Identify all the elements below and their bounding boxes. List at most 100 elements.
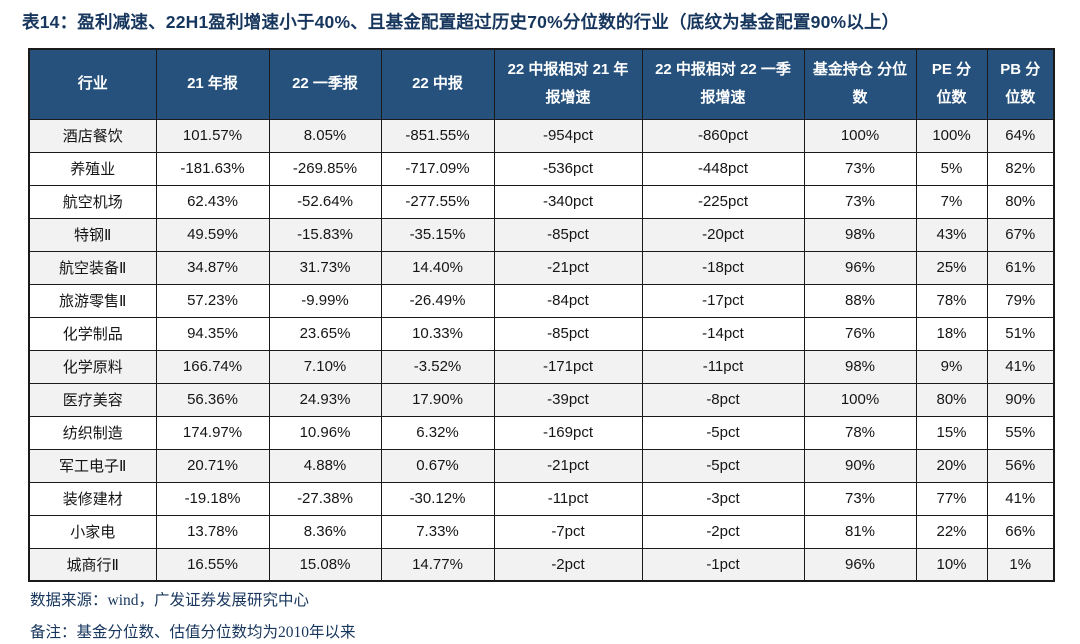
table-row: 化学制品 94.35% 23.65% 10.33% -85pct -14pct 76% 18%… — [28, 316, 1055, 351]
cell-vs_22q1: -2pct — [641, 514, 805, 549]
cell-q1_22: 15.08% — [268, 547, 382, 582]
cell-vs_21y: -11pct — [493, 481, 643, 516]
cell-q1_22: 10.96% — [268, 415, 382, 450]
cell-h1_22: 17.90% — [380, 382, 495, 417]
cell-vs_22q1: -11pct — [641, 349, 805, 384]
cell-y21: 34.87% — [155, 250, 270, 285]
cell-h1_22: -277.55% — [380, 184, 495, 219]
cell-pb_pct: 61% — [986, 250, 1055, 285]
cell-pe_pct: 7% — [915, 184, 988, 219]
column-header-pb_pct: PB 分 位数 — [986, 48, 1055, 120]
cell-y21: -19.18% — [155, 481, 270, 516]
table-row: 化学原料 166.74% 7.10% -3.52% -171pct -11pct 98% 9%… — [28, 349, 1055, 384]
column-header-q1_22: 22 一季报 — [268, 48, 382, 120]
cell-vs_22q1: -20pct — [641, 217, 805, 252]
cell-fund_pct: 100% — [803, 382, 917, 417]
cell-pe_pct: 10% — [915, 547, 988, 582]
cell-pe_pct: 80% — [915, 382, 988, 417]
column-header-h1_22: 22 中报 — [380, 48, 495, 120]
cell-fund_pct: 96% — [803, 250, 917, 285]
cell-fund_pct: 100% — [803, 118, 917, 153]
cell-y21: 174.97% — [155, 415, 270, 450]
cell-h1_22: -717.09% — [380, 151, 495, 186]
cell-pb_pct: 66% — [986, 514, 1055, 549]
cell-q1_22: 7.10% — [268, 349, 382, 384]
cell-vs_22q1: -5pct — [641, 415, 805, 450]
cell-pb_pct: 41% — [986, 349, 1055, 384]
cell-fund_pct: 73% — [803, 481, 917, 516]
table-row: 纺织制造 174.97% 10.96% 6.32% -169pct -5pct 78% 15%… — [28, 415, 1055, 450]
cell-y21: 166.74% — [155, 349, 270, 384]
cell-industry: 特钢Ⅱ — [28, 217, 157, 252]
table-row: 城商行Ⅱ 16.55% 15.08% 14.77% -2pct -1pct 96% 10% 1% — [28, 547, 1055, 582]
cell-vs_21y: -85pct — [493, 316, 643, 351]
cell-y21: 13.78% — [155, 514, 270, 549]
cell-vs_22q1: -860pct — [641, 118, 805, 153]
cell-pb_pct: 56% — [986, 448, 1055, 483]
cell-q1_22: -15.83% — [268, 217, 382, 252]
cell-pb_pct: 79% — [986, 283, 1055, 318]
cell-pe_pct: 18% — [915, 316, 988, 351]
cell-industry: 纺织制造 — [28, 415, 157, 450]
cell-fund_pct: 73% — [803, 184, 917, 219]
cell-industry: 化学原料 — [28, 349, 157, 384]
cell-pe_pct: 20% — [915, 448, 988, 483]
cell-pb_pct: 51% — [986, 316, 1055, 351]
cell-pb_pct: 90% — [986, 382, 1055, 417]
cell-vs_22q1: -5pct — [641, 448, 805, 483]
cell-y21: 94.35% — [155, 316, 270, 351]
cell-industry: 医疗美容 — [28, 382, 157, 417]
cell-h1_22: 14.77% — [380, 547, 495, 582]
cell-pb_pct: 41% — [986, 481, 1055, 516]
cell-vs_21y: -39pct — [493, 382, 643, 417]
cell-vs_21y: -2pct — [493, 547, 643, 582]
cell-q1_22: 4.88% — [268, 448, 382, 483]
cell-pe_pct: 78% — [915, 283, 988, 318]
cell-q1_22: 23.65% — [268, 316, 382, 351]
cell-q1_22: 8.36% — [268, 514, 382, 549]
cell-h1_22: -3.52% — [380, 349, 495, 384]
cell-h1_22: 0.67% — [380, 448, 495, 483]
cell-vs_21y: -21pct — [493, 448, 643, 483]
column-header-vs_22q1: 22 中报相对 22 一季报增速 — [641, 48, 805, 120]
cell-industry: 养殖业 — [28, 151, 157, 186]
cell-fund_pct: 88% — [803, 283, 917, 318]
column-header-fund_pct: 基金持仓 分位数 — [803, 48, 917, 120]
cell-industry: 航空装备Ⅱ — [28, 250, 157, 285]
cell-industry: 酒店餐饮 — [28, 118, 157, 153]
cell-pe_pct: 25% — [915, 250, 988, 285]
column-header-y21: 21 年报 — [155, 48, 270, 120]
cell-q1_22: -52.64% — [268, 184, 382, 219]
cell-h1_22: -851.55% — [380, 118, 495, 153]
cell-fund_pct: 96% — [803, 547, 917, 582]
cell-vs_21y: -7pct — [493, 514, 643, 549]
cell-h1_22: 14.40% — [380, 250, 495, 285]
cell-pb_pct: 1% — [986, 547, 1055, 582]
cell-pe_pct: 77% — [915, 481, 988, 516]
cell-h1_22: 10.33% — [380, 316, 495, 351]
cell-vs_21y: -171pct — [493, 349, 643, 384]
cell-industry: 小家电 — [28, 514, 157, 549]
cell-h1_22: 7.33% — [380, 514, 495, 549]
cell-industry: 城商行Ⅱ — [28, 547, 157, 582]
cell-pb_pct: 64% — [986, 118, 1055, 153]
cell-y21: 101.57% — [155, 118, 270, 153]
cell-vs_22q1: -17pct — [641, 283, 805, 318]
cell-vs_22q1: -1pct — [641, 547, 805, 582]
cell-q1_22: 31.73% — [268, 250, 382, 285]
table-row: 酒店餐饮 101.57% 8.05% -851.55% -954pct -860pct 10… — [28, 118, 1055, 153]
table-row: 航空装备Ⅱ 34.87% 31.73% 14.40% -21pct -18pct 96% 25… — [28, 250, 1055, 285]
cell-vs_21y: -85pct — [493, 217, 643, 252]
cell-vs_22q1: -14pct — [641, 316, 805, 351]
table-row: 军工电子Ⅱ 20.71% 4.88% 0.67% -21pct -5pct 90% 20% 56… — [28, 448, 1055, 483]
cell-pe_pct: 9% — [915, 349, 988, 384]
cell-y21: 16.55% — [155, 547, 270, 582]
cell-vs_21y: -340pct — [493, 184, 643, 219]
cell-h1_22: -35.15% — [380, 217, 495, 252]
cell-vs_21y: -536pct — [493, 151, 643, 186]
data-source-note: 数据来源：wind，广发证券发展研究中心 — [30, 592, 310, 609]
cell-fund_pct: 76% — [803, 316, 917, 351]
cell-industry: 军工电子Ⅱ — [28, 448, 157, 483]
cell-vs_21y: -954pct — [493, 118, 643, 153]
